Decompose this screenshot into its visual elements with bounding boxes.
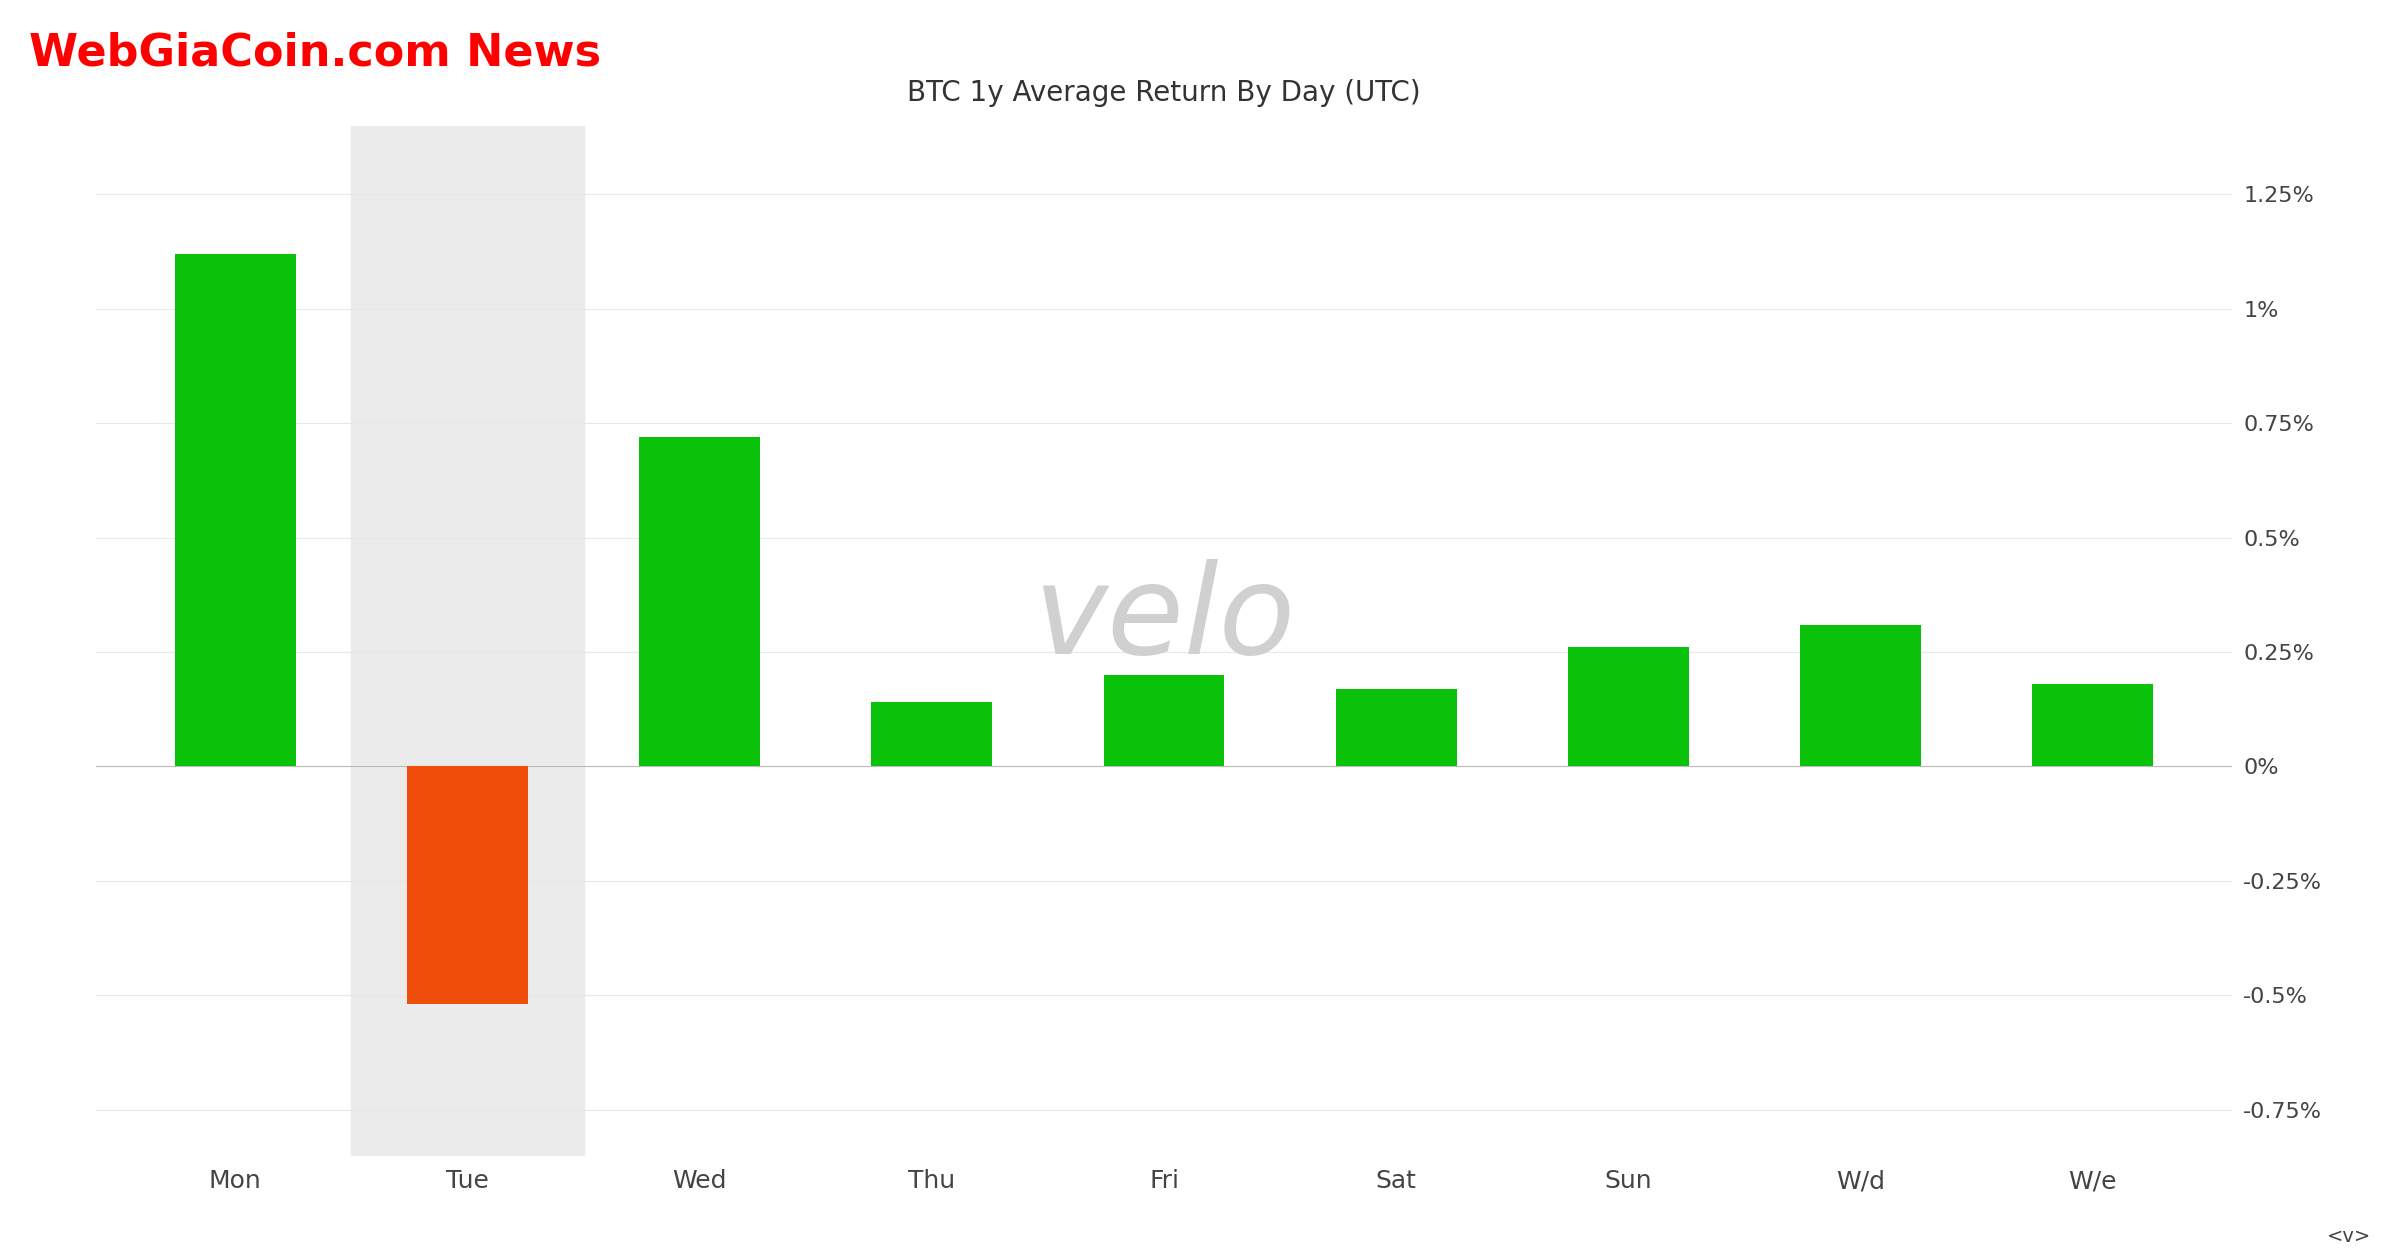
Bar (1800, 624, 1920, 766)
Bar (871, 702, 991, 766)
Text: <v>: <v> (2328, 1227, 2371, 1246)
Text: velo: velo (1032, 559, 1296, 681)
Bar (175, 254, 295, 766)
Bar (2033, 685, 2153, 766)
Bar (1337, 688, 1457, 766)
Bar (408, 766, 528, 1005)
Bar (638, 437, 761, 766)
Bar (1104, 674, 1224, 766)
Bar (1567, 647, 1690, 766)
Text: WebGiaCoin.com News: WebGiaCoin.com News (29, 31, 600, 74)
Bar (350, 126, 583, 1156)
Title: BTC 1y Average Return By Day (UTC): BTC 1y Average Return By Day (UTC) (907, 79, 1421, 107)
